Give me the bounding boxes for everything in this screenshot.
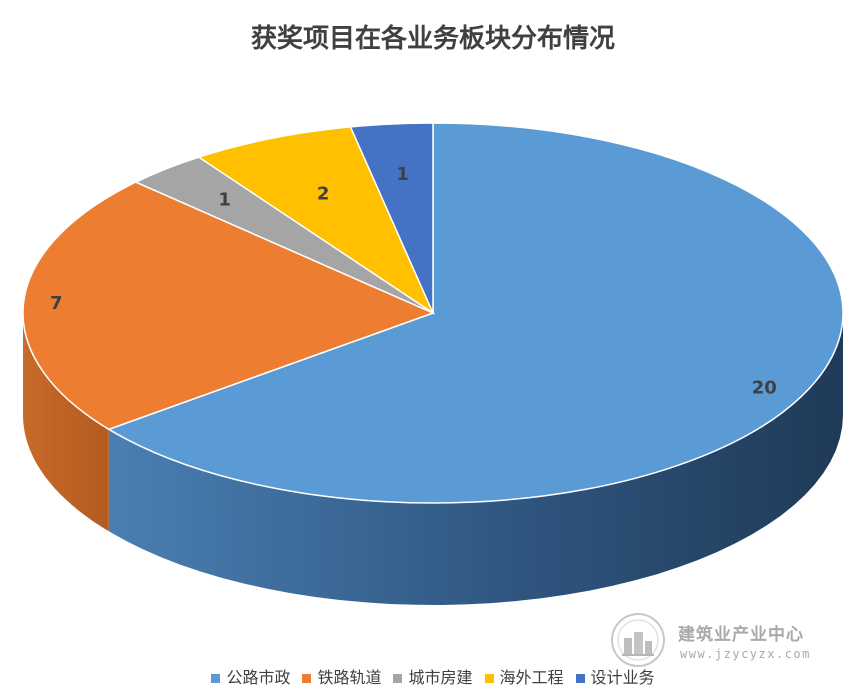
legend-item-3: 海外工程 — [484, 664, 564, 688]
legend-item-1: 铁路轨道 — [302, 664, 381, 688]
pie-slice-4 — [349, 122, 434, 314]
chart-title: 获奖项目在各业务板块分布情况 — [250, 24, 615, 54]
pie-slice-1 — [22, 181, 436, 431]
pie-slice-3 — [197, 126, 435, 316]
legend-swatch-0 — [211, 674, 221, 683]
pie-slice-0 — [107, 122, 844, 504]
legend-label-4: 设计业务 — [590, 668, 655, 687]
legend-label-0: 公路市政 — [226, 668, 291, 687]
watermark-url: www.jzycyzx.com — [680, 647, 811, 661]
pie-side-1 — [23, 313, 109, 532]
legend-item-0: 公路市政 — [211, 664, 290, 688]
legend-item-2: 城市房建 — [393, 664, 473, 688]
pie-side-0 — [108, 313, 844, 605]
data-label-1: 7 — [50, 293, 63, 314]
legend-swatch-2 — [393, 674, 403, 683]
legend-label-1: 铁路轨道 — [317, 668, 382, 687]
data-label-4: 1 — [396, 164, 409, 185]
watermark: 建筑业产业中心 www.jzycyzx.com — [610, 610, 820, 670]
data-label-3: 2 — [317, 183, 330, 204]
building-logo-icon — [611, 613, 665, 667]
data-label-0: 20 — [752, 377, 777, 398]
legend-label-3: 海外工程 — [499, 668, 564, 687]
chart-legend: 公路市政 铁路轨道 城市房建 海外工程 设计业务 — [0, 664, 866, 688]
legend-swatch-3 — [484, 674, 494, 683]
data-label-2: 1 — [218, 190, 231, 211]
legend-swatch-1 — [302, 674, 312, 683]
watermark-name: 建筑业产业中心 — [678, 625, 804, 645]
legend-label-2: 城市房建 — [408, 668, 473, 687]
legend-swatch-4 — [575, 674, 585, 683]
legend-item-4: 设计业务 — [575, 664, 655, 688]
